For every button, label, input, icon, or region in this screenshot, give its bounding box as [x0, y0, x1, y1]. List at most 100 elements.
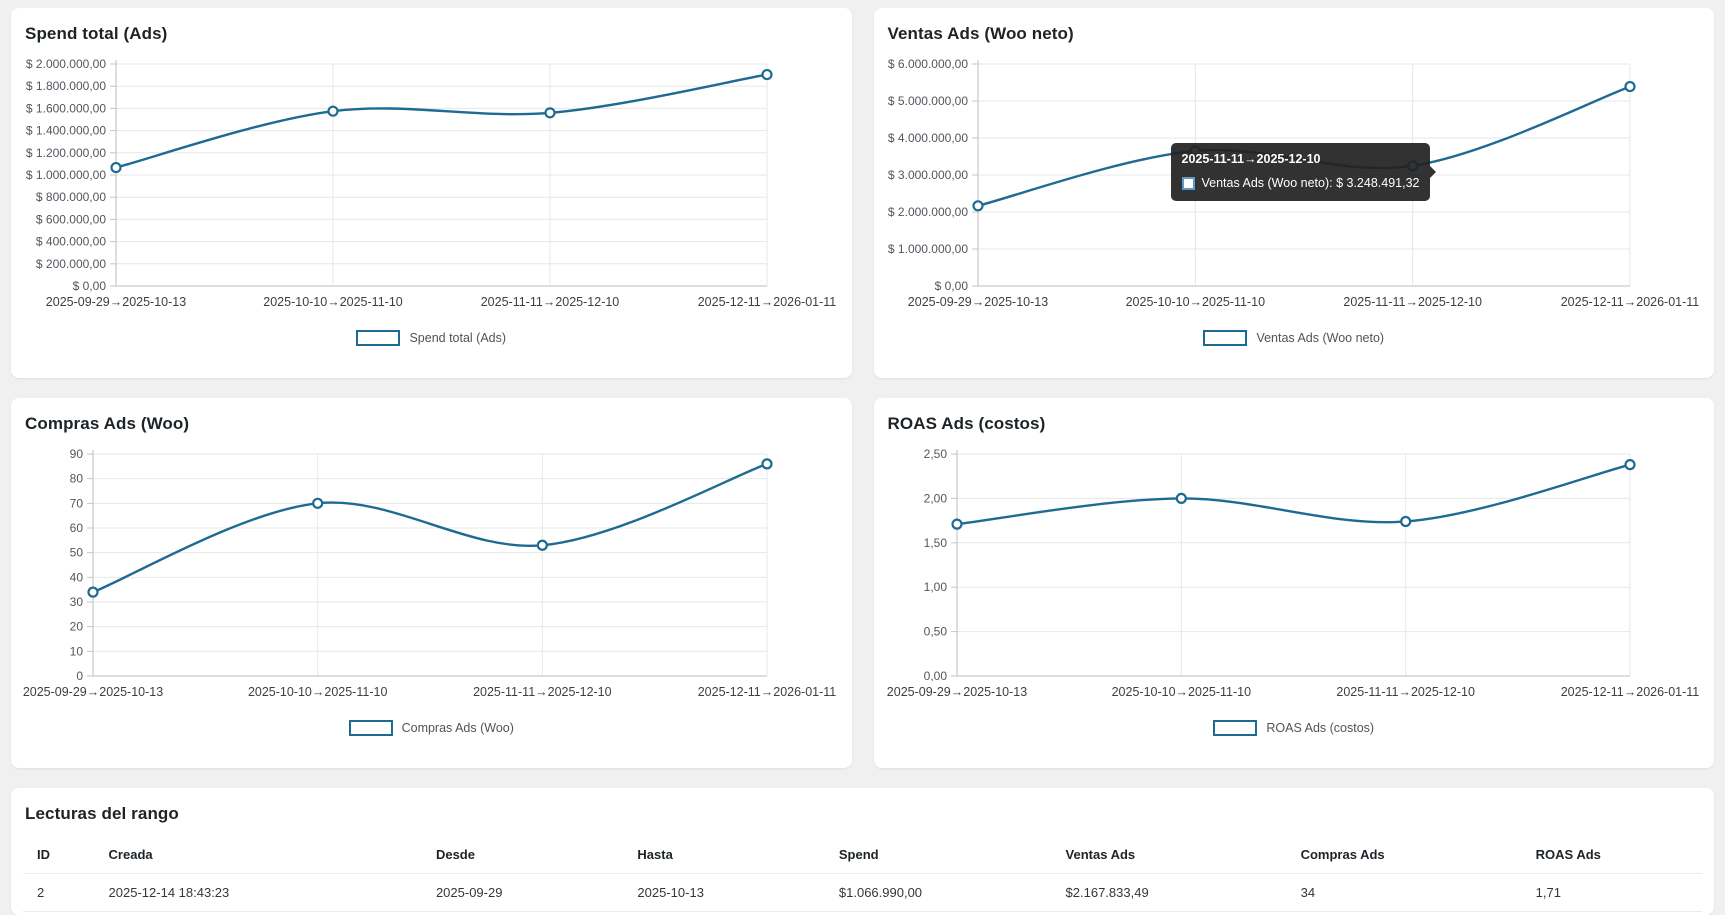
svg-text:2,00: 2,00 — [923, 491, 947, 505]
svg-text:20: 20 — [70, 620, 84, 634]
svg-text:0,00: 0,00 — [923, 669, 947, 683]
column-header-id: ID — [23, 836, 99, 874]
chart-area-compras-ads: 0 10 20 30 40 50 60 70 80 90 2025-09-29→2025-10-13… — [23, 446, 840, 706]
svg-text:40: 40 — [70, 570, 84, 584]
svg-text:$ 1.000.000,00: $ 1.000.000,00 — [26, 168, 106, 182]
svg-text:2025-09-29→2025-10-13: 2025-09-29→2025-10-13 — [886, 685, 1026, 699]
svg-text:2025-09-29→2025-10-13: 2025-09-29→2025-10-13 — [907, 295, 1047, 309]
svg-text:2025-12-11→2026-01-11: 2025-12-11→2026-01-11 — [1560, 295, 1699, 309]
svg-text:$ 2.000.000,00: $ 2.000.000,00 — [887, 205, 967, 219]
svg-text:$ 6.000.000,00: $ 6.000.000,00 — [887, 57, 967, 71]
svg-text:0: 0 — [76, 669, 83, 683]
cell-spend: $1.066.990,00 — [828, 873, 1056, 912]
cell-hasta: 2025-10-13 — [627, 873, 829, 912]
svg-text:2025-09-29→2025-10-13: 2025-09-29→2025-10-13 — [46, 295, 186, 309]
svg-text:30: 30 — [70, 595, 84, 609]
svg-text:0,50: 0,50 — [923, 625, 947, 639]
svg-text:2025-11-11→2025-12-10: 2025-11-11→2025-12-10 — [481, 295, 620, 309]
column-header-spend: Spend — [828, 836, 1056, 874]
legend-swatch-icon — [348, 720, 393, 736]
tooltip-value: Ventas Ads (Woo neto): $ 3.248.491,32 — [1201, 175, 1420, 190]
tooltip-title: 2025-11-11→2025-12-10 — [1181, 152, 1321, 166]
svg-text:50: 50 — [70, 546, 84, 560]
svg-text:$ 400.000,00: $ 400.000,00 — [36, 235, 106, 249]
svg-text:2025-09-29→2025-10-13: 2025-09-29→2025-10-13 — [23, 685, 163, 699]
legend-label: Spend total (Ads) — [409, 331, 507, 345]
chart-card-spend-total: Spend total (Ads) $ 0,00 $ 200.000,00 $ 40… — [11, 8, 852, 378]
chart-card-compras-ads: Compras Ads (Woo) 0 10 20 30 40 50 60 70 80 90 202… — [11, 398, 852, 768]
svg-text:2025-10-10→2025-11-10: 2025-10-10→2025-11-10 — [248, 685, 388, 699]
svg-text:2025-10-10→2025-11-10: 2025-10-10→2025-11-10 — [1111, 685, 1251, 699]
cell-desde: 2025-09-29 — [425, 873, 628, 912]
legend-label: Ventas Ads (Woo neto) — [1256, 331, 1385, 345]
legend-ventas-ads[interactable]: Ventas Ads (Woo neto) — [886, 330, 1703, 346]
column-header-ventas-ads: Ventas Ads — [1055, 836, 1291, 874]
svg-text:2025-11-11→2025-12-10: 2025-11-11→2025-12-10 — [473, 685, 612, 699]
column-header-desde: Desde — [425, 836, 628, 874]
svg-text:10: 10 — [70, 644, 84, 658]
svg-text:2,50: 2,50 — [923, 447, 947, 461]
cell-roas-ads: 1,71 — [1525, 873, 1702, 912]
chart-area-ventas-ads: $ 0,00 $ 1.000.000,00 $ 2.000.000,00 $ 3.00… — [886, 56, 1703, 316]
svg-text:80: 80 — [70, 472, 84, 486]
charts-grid-row-1: Spend total (Ads) $ 0,00 $ 200.000,00 $ 40… — [11, 8, 1714, 768]
svg-text:60: 60 — [70, 521, 84, 535]
svg-text:$ 600.000,00: $ 600.000,00 — [36, 212, 106, 226]
chart-card-roas-ads: ROAS Ads (costos) 0,00 0,50 1,00 1,50 2,00 2,… — [873, 398, 1714, 768]
svg-text:90: 90 — [70, 447, 84, 461]
svg-text:2025-10-10→2025-11-10: 2025-10-10→2025-11-10 — [263, 295, 403, 309]
cell-creada: 2025-12-14 18:43:23 — [98, 873, 426, 912]
svg-text:$ 0,00: $ 0,00 — [73, 279, 107, 293]
chart-area-spend-total: $ 0,00 $ 200.000,00 $ 400.000,00 $ 600.000,… — [23, 56, 840, 316]
chart-title-ventas-ads: Ventas Ads (Woo neto) — [887, 24, 1074, 43]
line-chart-roas-ads[interactable]: 0,00 0,50 1,00 1,50 2,00 2,50 2025-09-29→2025-… — [886, 446, 1702, 706]
svg-text:$ 3.000.000,00: $ 3.000.000,00 — [887, 168, 967, 182]
legend-label: Compras Ads (Woo) — [401, 721, 514, 735]
svg-text:$ 1.600.000,00: $ 1.600.000,00 — [26, 101, 106, 115]
legend-label: ROAS Ads (costos) — [1266, 721, 1375, 735]
cell-ventas-ads: $2.167.833,49 — [1055, 873, 1291, 912]
svg-text:70: 70 — [70, 496, 84, 510]
svg-text:$ 1.400.000,00: $ 1.400.000,00 — [26, 124, 106, 138]
legend-spend-total[interactable]: Spend total (Ads) — [23, 330, 840, 346]
table-header-row: ID Creada Desde Hasta Spend Ventas Ads C… — [23, 836, 1702, 874]
svg-text:$ 1.800.000,00: $ 1.800.000,00 — [26, 79, 106, 93]
svg-text:2025-12-11→2026-01-11: 2025-12-11→2026-01-11 — [1560, 685, 1699, 699]
legend-roas-ads[interactable]: ROAS Ads (costos) — [886, 720, 1703, 736]
column-header-hasta: Hasta — [627, 836, 829, 874]
svg-text:2025-12-11→2026-01-11: 2025-12-11→2026-01-11 — [698, 295, 837, 309]
svg-text:$ 4.000.000,00: $ 4.000.000,00 — [887, 131, 967, 145]
svg-text:1,50: 1,50 — [923, 536, 947, 550]
svg-text:2025-12-11→2026-01-11: 2025-12-11→2026-01-11 — [698, 685, 837, 699]
table-row: 2 2025-12-14 18:43:23 2025-09-29 2025-10… — [23, 873, 1702, 912]
column-header-compras-ads: Compras Ads — [1290, 836, 1526, 874]
svg-text:$ 2.000.000,00: $ 2.000.000,00 — [26, 57, 106, 71]
readings-table: ID Creada Desde Hasta Spend Ventas Ads C… — [23, 836, 1702, 912]
svg-text:$ 800.000,00: $ 800.000,00 — [36, 190, 106, 204]
svg-text:1,00: 1,00 — [923, 580, 947, 594]
cell-compras-ads: 34 — [1290, 873, 1526, 912]
column-header-creada: Creada — [98, 836, 426, 874]
readings-table-card: Lecturas del rango ID Creada Desde Hasta… — [11, 788, 1714, 915]
legend-swatch-icon — [356, 330, 401, 346]
column-header-roas-ads: ROAS Ads — [1525, 836, 1702, 874]
legend-swatch-icon — [1213, 720, 1258, 736]
svg-text:2025-11-11→2025-12-10: 2025-11-11→2025-12-10 — [1336, 685, 1475, 699]
svg-text:2025-10-10→2025-11-10: 2025-10-10→2025-11-10 — [1125, 295, 1265, 309]
svg-text:2025-11-11→2025-12-10: 2025-11-11→2025-12-10 — [1343, 295, 1482, 309]
cell-id: 2 — [23, 873, 99, 912]
tooltip-row: Ventas Ads (Woo neto): $ 3.248.491,32 — [1181, 174, 1420, 193]
svg-text:$ 200.000,00: $ 200.000,00 — [36, 257, 106, 271]
legend-compras-ads[interactable]: Compras Ads (Woo) — [23, 720, 840, 736]
svg-text:$ 1.000.000,00: $ 1.000.000,00 — [887, 242, 967, 256]
svg-text:$ 5.000.000,00: $ 5.000.000,00 — [887, 94, 967, 108]
line-chart-spend-total[interactable]: $ 0,00 $ 200.000,00 $ 400.000,00 $ 600.000,… — [23, 56, 839, 316]
chart-area-roas-ads: 0,00 0,50 1,00 1,50 2,00 2,50 2025-09-29→2025-… — [886, 446, 1703, 706]
legend-swatch-icon — [1203, 330, 1248, 346]
svg-text:$ 1.200.000,00: $ 1.200.000,00 — [26, 146, 106, 160]
line-chart-compras-ads[interactable]: 0 10 20 30 40 50 60 70 80 90 2025-09-29→2025-10-13… — [23, 446, 839, 706]
chart-title-roas-ads: ROAS Ads (costos) — [887, 414, 1046, 433]
svg-text:$ 0,00: $ 0,00 — [934, 279, 968, 293]
chart-title-spend-total: Spend total (Ads) — [25, 24, 168, 43]
